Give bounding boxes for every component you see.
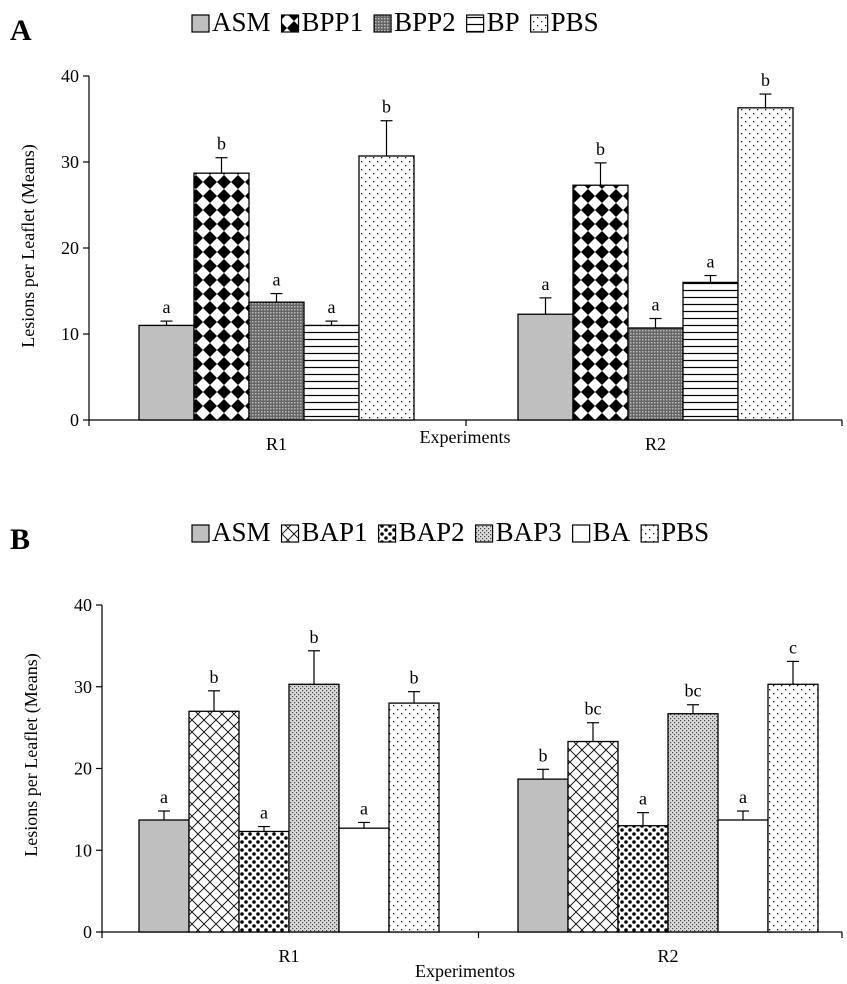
panel-b-legend-swatch-ba — [572, 524, 591, 543]
panel-a-bar-bpp2-r1 — [248, 301, 305, 421]
panel-a-bar-pbs-r1 — [358, 155, 415, 421]
panel-b-significance-letter: bc — [685, 681, 702, 701]
panel-a-significance-letter: a — [328, 297, 336, 317]
panel-a-legend-label-bp: BP — [487, 7, 520, 37]
panel-a-legend-label-pbs: PBS — [551, 7, 599, 37]
panel-b-legend-swatch-asm — [191, 524, 210, 543]
panel-b-y-tick-label: 10 — [74, 840, 92, 860]
panel-a-x-category-label: R2 — [645, 434, 666, 454]
panel-a-significance-letter: a — [542, 274, 550, 294]
panel-b-legend-label-bap2: BAP2 — [399, 517, 465, 547]
panel-b-significance-letter: bc — [585, 699, 602, 719]
panel-b-bar-pbs-r1 — [388, 702, 440, 933]
panel-b-legend-label-pbs: PBS — [661, 517, 709, 547]
panel-a-legend-swatch-asm — [191, 14, 210, 33]
panel-a-y-tick-label: 40 — [61, 66, 79, 86]
panel-a-significance-letter: a — [707, 252, 715, 272]
panel-a-significance-letter: a — [652, 295, 660, 315]
panel-b-bar-ba-r2 — [717, 819, 769, 933]
panel-b-bars: a b a b a b b bc a bc a c — [138, 627, 819, 933]
panel-a-y-axis-label: Lesions per Leaflet (Means) — [18, 144, 39, 347]
panel-b-label: B — [10, 523, 30, 556]
panel-a: A ASM BPP1 BPP2 BP PBS 0 10 20 30 40 R1 R2 a b a a b a b… — [10, 7, 843, 454]
panel-b-significance-letter: b — [539, 745, 548, 765]
panel-b-legend-label-asm: ASM — [212, 517, 271, 547]
panel-a-bar-bpp2-r2 — [627, 327, 684, 421]
panel-b-legend-swatch-bap3 — [474, 524, 494, 543]
panel-b-y-tick-label: 0 — [83, 922, 92, 942]
panel-b-legend: ASM BAP1 BAP2 BAP3 BA PBS — [191, 517, 709, 547]
panel-a-label: A — [10, 14, 32, 47]
panel-a-significance-letter: a — [163, 297, 171, 317]
panel-b-bar-bap1-r1 — [188, 710, 240, 933]
panel-b-y-tick-label: 20 — [74, 759, 92, 779]
panel-b-significance-letter: a — [360, 798, 368, 818]
panel-b-significance-letter: b — [310, 627, 319, 647]
panel-a-legend: ASM BPP1 BPP2 BP PBS — [191, 7, 599, 37]
panel-a-y-tick-label: 30 — [61, 152, 79, 172]
panel-a-x-category-label: R1 — [266, 434, 287, 454]
panel-b-significance-letter: a — [160, 787, 168, 807]
panel-b-legend-swatch-pbs — [640, 524, 659, 543]
panel-a-legend-swatch-bpp1 — [280, 14, 300, 33]
panel-a-significance-letter: b — [761, 70, 770, 90]
panel-b-bar-ba-r1 — [338, 827, 390, 933]
panel-b-bar-bap3-r2 — [667, 713, 719, 933]
panel-a-legend-label-bpp2: BPP2 — [394, 7, 456, 37]
panel-a-y-tick-label: 20 — [61, 238, 79, 258]
panel-b-legend-swatch-bap1 — [280, 524, 300, 543]
panel-b-legend-label-bap3: BAP3 — [496, 517, 562, 547]
panel-a-legend-label-asm: ASM — [212, 7, 271, 37]
panel-a-bar-pbs-r2 — [737, 107, 794, 421]
panel-a-significance-letter: b — [382, 97, 391, 117]
panel-a-y-tick-label: 0 — [70, 410, 79, 430]
panel-b-significance-letter: b — [410, 668, 419, 688]
panel-a-significance-letter: b — [596, 139, 605, 159]
panel-b-y-tick-label: 40 — [74, 595, 92, 615]
panel-b-y-tick-label: 30 — [74, 677, 92, 697]
panel-b-bar-pbs-r2 — [767, 683, 819, 933]
panel-b-y-axis-label: Lesions per Leaflet (Means) — [21, 653, 42, 856]
panel-a-bar-asm-r1 — [138, 324, 195, 421]
panel-b-legend-label-bap1: BAP1 — [302, 517, 368, 547]
panel-b-bar-bap2-r1 — [238, 830, 290, 933]
panel-a-bar-bp-r1 — [303, 324, 360, 421]
panel-b-significance-letter: a — [739, 787, 747, 807]
panel-a-bar-asm-r2 — [517, 313, 574, 421]
panel-b-x-category-label: R1 — [278, 946, 299, 966]
panel-a-significance-letter: a — [273, 270, 281, 290]
panel-a-legend-swatch-bp — [466, 14, 485, 33]
panel-b-bar-bap2-r2 — [617, 825, 669, 933]
panel-a-legend-swatch-bpp2 — [373, 14, 392, 33]
panel-a-legend-label-bpp1: BPP1 — [302, 7, 364, 37]
panel-b-legend-swatch-bap2 — [377, 524, 397, 543]
panel-b-significance-letter: a — [639, 789, 647, 809]
panel-b-legend-label-ba: BA — [593, 517, 631, 547]
panel-a-bars: a b a a b a b a a b — [138, 70, 794, 421]
panel-b-bar-bap3-r1 — [288, 683, 340, 933]
panel-a-y-tick-label: 10 — [61, 324, 79, 344]
panel-a-x-axis-label: Experiments — [420, 427, 511, 447]
panel-a-significance-letter: b — [217, 134, 226, 154]
panel-b-x-axis-label: Experimentos — [415, 961, 515, 981]
panel-a-bar-bpp1-r1 — [193, 172, 250, 421]
panel-b-significance-letter: c — [789, 637, 797, 657]
panel-b-bar-bap1-r2 — [567, 740, 619, 933]
panel-b-significance-letter: b — [210, 667, 219, 687]
panel-b-significance-letter: a — [260, 803, 268, 823]
panel-b-bar-asm-r2 — [517, 778, 569, 933]
panel-a-legend-swatch-pbs — [530, 14, 549, 33]
panel-b-x-category-label: R2 — [657, 946, 678, 966]
panel-a-bar-bpp1-r2 — [572, 184, 629, 421]
panel-b-bar-asm-r1 — [138, 819, 190, 933]
panel-a-bar-bp-r2 — [682, 281, 739, 421]
